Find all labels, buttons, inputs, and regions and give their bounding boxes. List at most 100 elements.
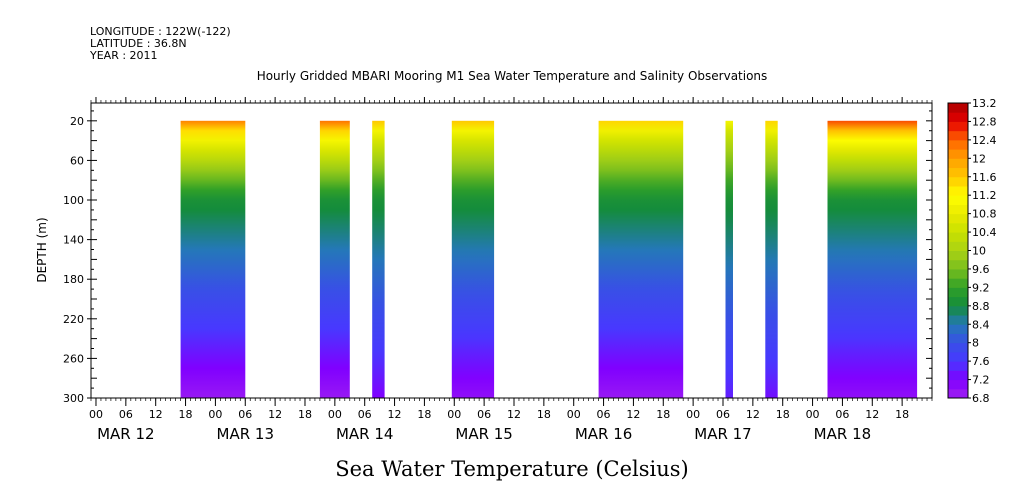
colorbar-cell [948,222,968,233]
x-hour-tick-label: 18 [895,408,909,421]
colorbar-cell [948,296,968,307]
y-tick-label: 260 [63,352,84,365]
colorbar-tick-label: 8.8 [972,300,990,313]
colorbar-cell [948,351,968,362]
y-tick-label: 220 [63,313,84,326]
colorbar-cell [948,185,968,196]
x-day-label: MAR 13 [217,425,274,443]
x-hour-tick-label: 12 [507,408,521,421]
x-hour-tick-label: 12 [268,408,282,421]
colorbar-cell [948,305,968,316]
x-hour-tick-label: 00 [686,408,700,421]
colorbar-cell [948,103,968,113]
x-day-label: MAR 17 [694,425,751,443]
colorbar-cell [948,287,968,298]
y-axis: 20 60 100 140 180 220 260 300 [63,110,932,405]
x-axis: 00 06 12 18 MAR 12 00 06 12 18 MAR 13 00 06 12 18 MAR … [89,97,933,443]
x-hour-tick-label: 00 [328,408,342,421]
chart-title: Hourly Gridded MBARI Mooring M1 Sea Wate… [257,69,768,83]
x-hour-tick-label: 18 [179,408,193,421]
y-tick-label: 60 [70,154,84,167]
colorbar-cell [948,130,968,141]
colorbar-cell [948,388,968,399]
colorbar-cell [948,112,968,122]
colorbar-tick-label: 7.6 [972,355,990,368]
x-hour-tick-label: 06 [477,408,491,421]
x-hour-tick-label: 12 [626,408,640,421]
colorbar-tick-label: 12.8 [972,115,997,128]
year-label: YEAR : 2011 [89,49,158,62]
colorbar: 6.8 7.2 7.6 8 8.4 8.8 9.2 9.6 10 10.4 10.8 11.2 11.6… [947,97,997,405]
x-hour-tick-label: 06 [716,408,730,421]
x-hour-tick-label: 12 [388,408,402,421]
x-hour-tick-label: 06 [119,408,133,421]
x-hour-tick-label: 12 [746,408,760,421]
variable-label: Sea Water Temperature (Celsius) [335,457,689,481]
colorbar-cell [948,342,968,353]
x-hour-tick-label: 00 [89,408,103,421]
colorbar-tick-label: 10.8 [972,208,997,221]
x-day-label: MAR 12 [97,425,154,443]
colorbar-tick-label: 10.4 [972,226,997,239]
y-tick-label: 180 [63,273,84,286]
x-hour-tick-label: 00 [208,408,222,421]
latitude-label: LATITUDE : 36.8N [90,37,187,50]
colorbar-cell [948,361,968,371]
y-tick-label: 140 [63,234,84,247]
data-segment [319,120,350,399]
colorbar-tick-label: 10 [972,245,986,258]
plot-frame [90,102,933,399]
colorbar-cell [948,268,968,279]
x-hour-tick-label: 00 [806,408,820,421]
colorbar-tick-label: 9.6 [972,263,990,276]
colorbar-tick-label: 7.2 [972,374,990,387]
colorbar-cell [948,213,968,224]
x-hour-tick-label: 06 [597,408,611,421]
colorbar-cell [948,204,968,215]
data-segment [451,120,495,399]
x-hour-tick-label: 00 [447,408,461,421]
x-day-label: MAR 18 [814,425,871,443]
x-hour-tick-label: 12 [149,408,163,421]
x-day-label: MAR 14 [336,425,393,443]
x-hour-tick-label: 18 [298,408,312,421]
x-hour-tick-label: 06 [835,408,849,421]
colorbar-cell [948,333,968,344]
colorbar-cell [948,158,968,169]
colorbar-cell [948,139,968,150]
colorbar-cell [948,315,968,325]
x-hour-tick-label: 18 [537,408,551,421]
x-hour-tick-label: 06 [238,408,252,421]
colorbar-tick-label: 8 [972,337,979,350]
colorbar-cell [948,370,968,381]
data-segment [827,120,918,399]
y-axis-label: DEPTH (m) [35,217,49,282]
colorbar-cell [948,195,968,205]
colorbar-cell [948,259,968,270]
colorbar-tick-label: 13.2 [972,97,997,110]
y-tick-label: 100 [63,194,84,207]
x-day-label: MAR 15 [455,425,512,443]
colorbar-tick-label: 12 [972,152,986,165]
x-hour-tick-label: 00 [567,408,581,421]
colorbar-cell [948,241,968,251]
longitude-label: LONGITUDE : 122W(-122) [90,25,231,38]
data-segment [598,120,684,399]
x-hour-tick-label: 12 [865,408,879,421]
colorbar-tick-label: 9.2 [972,281,990,294]
x-hour-tick-label: 06 [358,408,372,421]
colorbar-cell [948,324,968,334]
colorbar-cell [948,176,968,187]
colorbar-cell [948,167,968,178]
x-hour-tick-label: 18 [776,408,790,421]
colorbar-tick-label: 11.6 [972,171,997,184]
colorbar-cell [948,278,968,288]
colorbar-tick-label: 8.4 [972,318,990,331]
data-segment [725,120,733,399]
colorbar-cell [948,379,968,390]
colorbar-tick-label: 11.2 [972,189,997,202]
x-hour-tick-label: 18 [417,408,431,421]
data-segment [180,120,246,399]
y-tick-label: 20 [70,115,84,128]
